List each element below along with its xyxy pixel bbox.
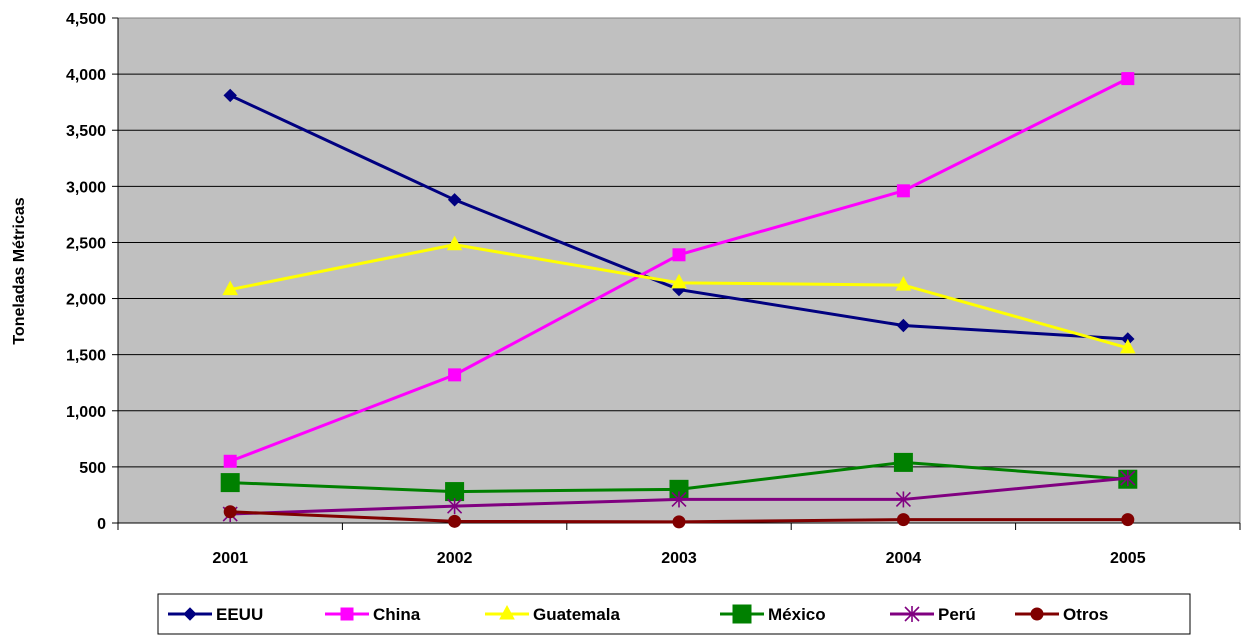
data-point <box>672 515 686 529</box>
data-point <box>1120 470 1136 487</box>
x-tick-label: 2004 <box>886 550 922 567</box>
legend-item: México <box>720 604 826 624</box>
legend-marker <box>1030 607 1044 621</box>
series-peru <box>222 470 1136 523</box>
legend-item: Otros <box>1015 605 1108 624</box>
y-tick-label: 2,000 <box>66 292 106 309</box>
y-tick-label: 4,500 <box>66 11 106 28</box>
data-point <box>895 276 912 291</box>
legend-label: EEUU <box>216 605 263 624</box>
series-guatemala <box>222 235 1136 354</box>
data-point <box>671 273 687 289</box>
legend: EEUU China Guatemala México Perú Otros <box>157 593 1191 635</box>
y-tick-label: 500 <box>79 460 106 477</box>
legend-label: México <box>768 605 826 624</box>
legend-marker <box>904 606 920 622</box>
data-point <box>895 491 911 508</box>
data-point <box>893 452 913 472</box>
x-tick-label: 2002 <box>437 550 473 567</box>
data-point <box>671 491 687 508</box>
data-point <box>448 368 462 382</box>
series-china <box>223 72 1135 468</box>
y-tick-label: 1,000 <box>66 404 106 421</box>
data-point <box>446 235 463 251</box>
legend-label: Guatemala <box>533 605 620 624</box>
y-axis-title: Toneladas Métricas <box>11 197 28 344</box>
series-group <box>220 72 1138 529</box>
data-point <box>447 498 463 515</box>
legend-marker <box>732 604 752 624</box>
data-point <box>223 88 237 103</box>
y-tick-label: 0 <box>97 516 106 533</box>
x-axis-ticks: 2001 2002 2003 2004 2005 <box>117 522 1241 567</box>
data-point <box>896 513 910 527</box>
y-axis-ticks: 0 500 1,000 1,500 2,000 2,500 3,000 3,500 4,000 4… <box>66 11 119 533</box>
x-tick-label: 2003 <box>661 550 697 567</box>
data-point <box>447 193 462 207</box>
data-point <box>223 454 237 468</box>
x-tick-label: 2001 <box>212 550 248 567</box>
legend-marker <box>499 604 515 620</box>
legend-item: China <box>325 605 421 624</box>
y-tick-label: 2,500 <box>66 235 106 252</box>
legend-marker <box>340 607 354 621</box>
data-point <box>448 514 462 528</box>
data-point <box>220 473 240 493</box>
data-point <box>223 505 237 519</box>
data-point <box>1121 513 1135 527</box>
legend-marker <box>183 607 197 621</box>
legend-item: EEUU <box>168 605 263 624</box>
legend-label: China <box>373 605 421 624</box>
legend-item: Guatemala <box>485 604 620 624</box>
series-otros <box>223 505 1135 529</box>
data-point <box>445 482 465 502</box>
y-tick-label: 3,000 <box>66 179 106 196</box>
legend-label: Otros <box>1063 605 1108 624</box>
x-tick-label: 2005 <box>1110 550 1146 567</box>
plot-area <box>117 17 1241 524</box>
data-point <box>672 248 686 262</box>
legend-label: Perú <box>938 605 976 624</box>
data-point <box>1121 72 1135 86</box>
y-tick-label: 4,000 <box>66 67 106 84</box>
legend-item: Perú <box>890 605 976 624</box>
data-point <box>896 184 910 198</box>
data-point <box>222 280 239 296</box>
data-point <box>1119 338 1136 354</box>
y-tick-label: 3,500 <box>66 123 106 140</box>
y-tick-label: 1,500 <box>66 348 106 365</box>
data-point <box>896 318 911 333</box>
